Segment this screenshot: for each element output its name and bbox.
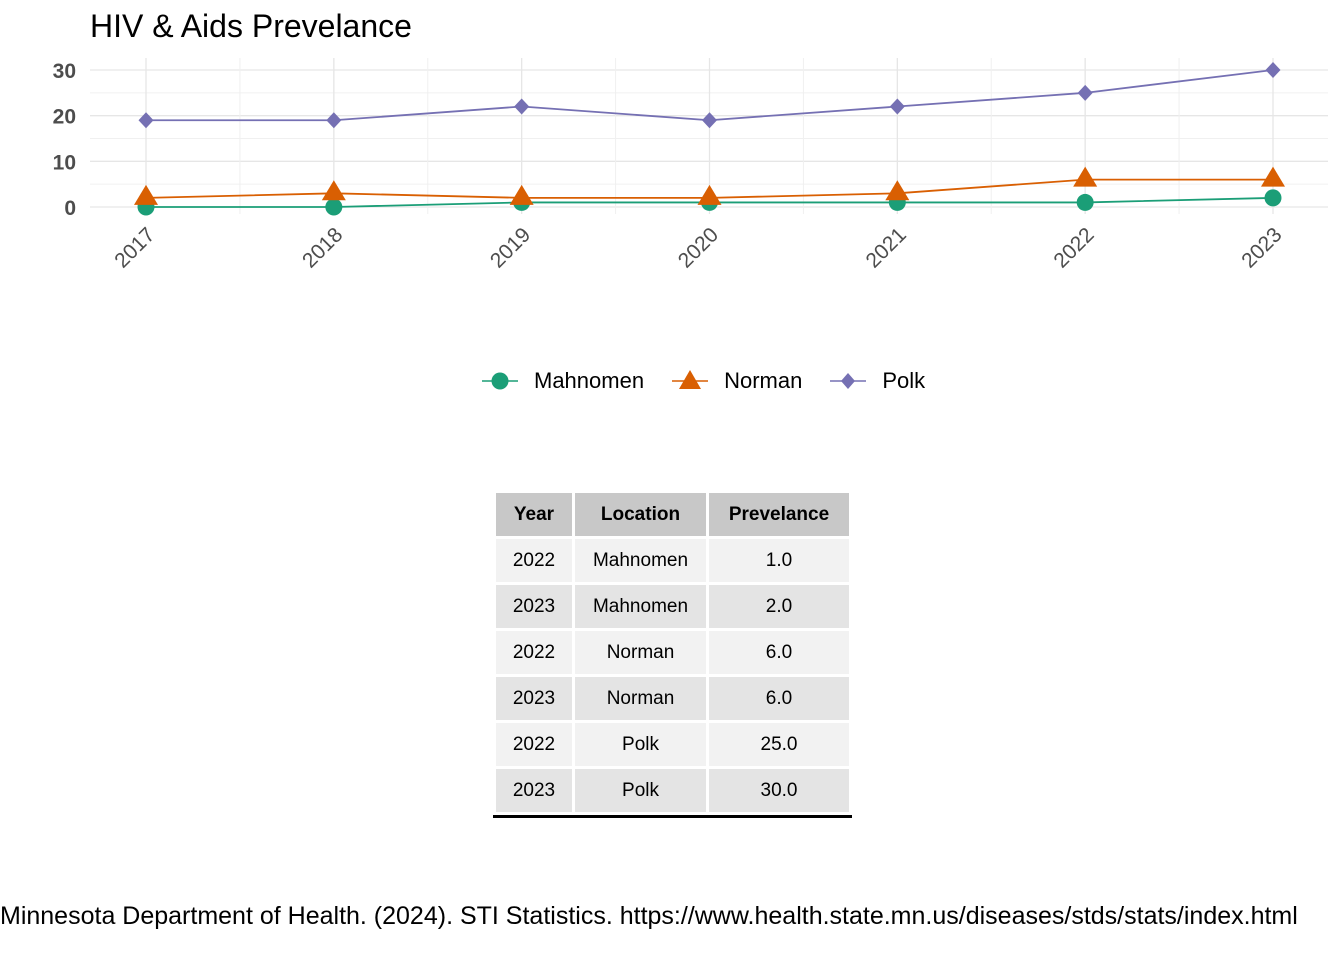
data-point-norman bbox=[321, 180, 346, 201]
cell-location: Polk bbox=[575, 769, 706, 812]
x-tick-label: 2018 bbox=[298, 223, 347, 272]
chart-title: HIV & Aids Prevelance bbox=[90, 8, 412, 44]
data-point-polk bbox=[138, 112, 154, 129]
cell-prevelance: 25.0 bbox=[709, 723, 849, 766]
x-axis-ticks: 2017 2018 2019 2020 2021 2022 2023 bbox=[110, 223, 1286, 272]
legend-item-polk: Polk bbox=[828, 368, 925, 394]
x-tick-label: 2019 bbox=[486, 223, 535, 272]
legend-item-norman: Norman bbox=[670, 368, 802, 394]
cell-year: 2022 bbox=[496, 539, 572, 582]
legend-label-polk: Polk bbox=[882, 368, 926, 393]
table-row: 2023 Norman 6.0 bbox=[496, 677, 849, 720]
cell-year: 2023 bbox=[496, 769, 572, 812]
header-year: Year bbox=[496, 493, 572, 536]
x-tick-label: 2020 bbox=[674, 223, 723, 272]
cell-location: Polk bbox=[575, 723, 706, 766]
legend-label-mahnomen: Mahnomen bbox=[534, 368, 645, 393]
table-row: 2022 Polk 25.0 bbox=[496, 723, 849, 766]
table-header-row: Year Location Prevelance bbox=[496, 493, 849, 536]
series-markers bbox=[134, 62, 1285, 216]
cell-year: 2022 bbox=[496, 631, 572, 674]
cell-prevelance: 2.0 bbox=[709, 585, 849, 628]
y-tick-label: 0 bbox=[64, 197, 76, 220]
data-point-polk bbox=[514, 98, 530, 115]
cell-location: Norman bbox=[575, 631, 706, 674]
legend-circle-marker bbox=[482, 372, 518, 390]
legend-triangle-marker bbox=[672, 370, 709, 389]
header-prevelance: Prevelance bbox=[709, 493, 849, 536]
data-point-norman bbox=[885, 180, 910, 201]
chart-legend: Mahnomen Norman Polk bbox=[480, 368, 951, 394]
cell-year: 2023 bbox=[496, 677, 572, 720]
cell-prevelance: 6.0 bbox=[709, 631, 849, 674]
legend-item-mahnomen: Mahnomen bbox=[480, 368, 644, 394]
x-tick-label: 2022 bbox=[1049, 223, 1098, 272]
data-point-norman bbox=[697, 184, 722, 205]
data-point-mahnomen bbox=[1264, 189, 1282, 207]
data-point-mahnomen bbox=[1076, 193, 1094, 211]
table-row: 2022 Mahnomen 1.0 bbox=[496, 539, 849, 582]
data-point-norman bbox=[1073, 166, 1098, 187]
cell-location: Mahnomen bbox=[575, 539, 706, 582]
data-point-norman bbox=[1261, 166, 1285, 187]
table-row: 2023 Polk 30.0 bbox=[496, 769, 849, 812]
cell-location: Mahnomen bbox=[575, 585, 706, 628]
y-tick-label: 10 bbox=[53, 151, 76, 174]
legend-diamond-marker bbox=[830, 373, 867, 389]
cell-location: Norman bbox=[575, 677, 706, 720]
cell-prevelance: 6.0 bbox=[709, 677, 849, 720]
prevalence-table: Year Location Prevelance 2022 Mahnomen 1… bbox=[493, 490, 852, 818]
data-point-polk bbox=[1265, 62, 1281, 78]
data-point-polk bbox=[702, 112, 717, 129]
x-tick-label: 2021 bbox=[862, 223, 911, 272]
y-axis-ticks: 0 10 20 30 bbox=[53, 60, 76, 220]
y-tick-label: 30 bbox=[53, 60, 76, 83]
header-location: Location bbox=[575, 493, 706, 536]
data-point-norman bbox=[509, 184, 534, 205]
y-tick-label: 20 bbox=[53, 106, 76, 129]
cell-year: 2023 bbox=[496, 585, 572, 628]
x-tick-label: 2023 bbox=[1237, 223, 1286, 272]
source-citation: Minnesota Department of Health. (2024). … bbox=[0, 902, 1298, 930]
table-row: 2022 Norman 6.0 bbox=[496, 631, 849, 674]
data-point-polk bbox=[889, 98, 905, 115]
data-point-polk bbox=[1077, 84, 1093, 101]
data-point-polk bbox=[326, 112, 342, 129]
data-point-mahnomen bbox=[325, 198, 343, 216]
cell-prevelance: 30.0 bbox=[709, 769, 849, 812]
line-chart: 0 10 20 30 2017 2018 2019 2020 2021 2022 2023 bbox=[53, 58, 1328, 273]
table-row: 2023 Mahnomen 2.0 bbox=[496, 585, 849, 628]
cell-year: 2022 bbox=[496, 723, 572, 766]
data-point-norman bbox=[134, 184, 158, 205]
x-tick-label: 2017 bbox=[110, 223, 159, 272]
legend-label-norman: Norman bbox=[724, 368, 803, 393]
cell-prevelance: 1.0 bbox=[709, 539, 849, 582]
